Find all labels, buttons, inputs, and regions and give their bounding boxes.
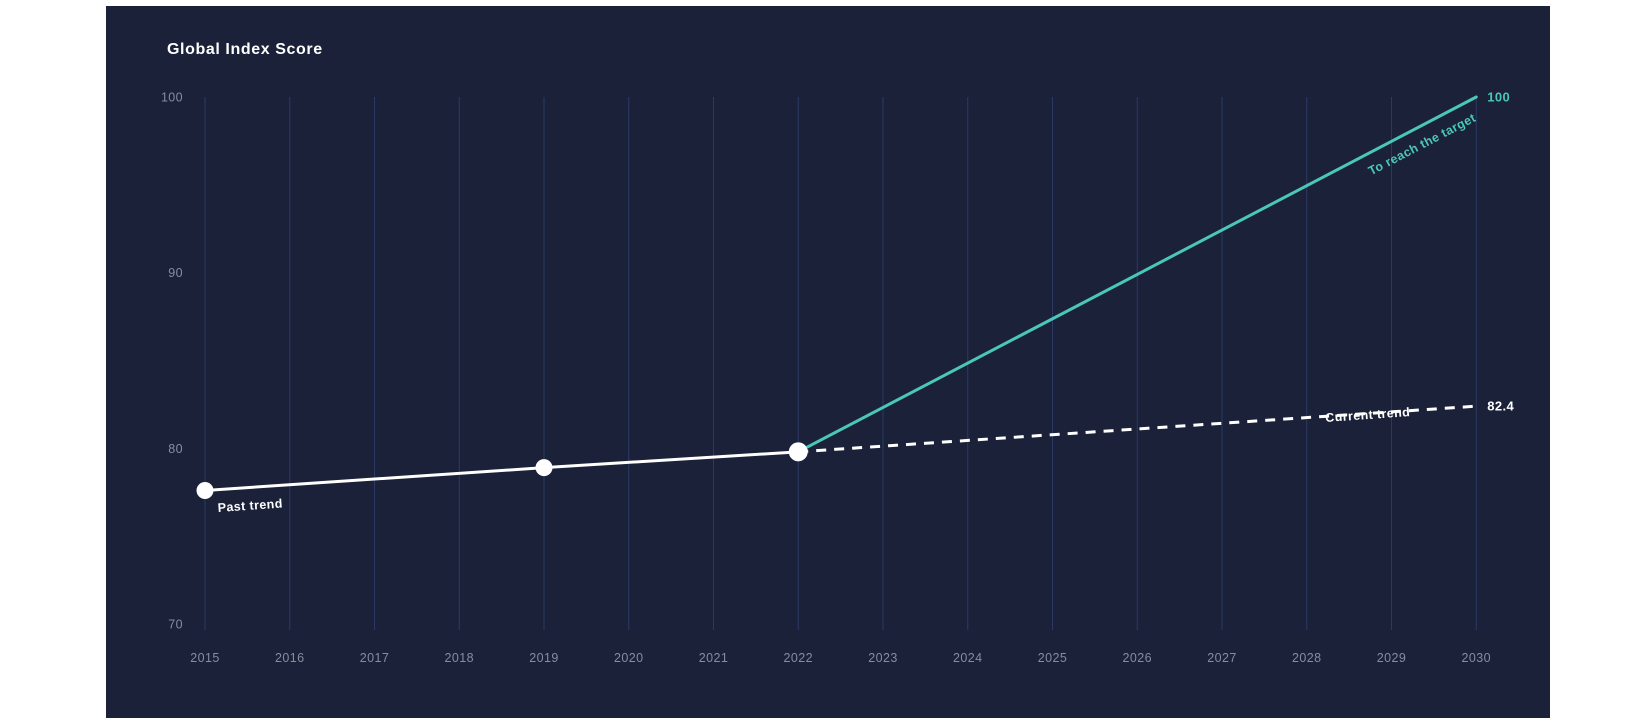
series-label-past-trend: Past trend bbox=[217, 496, 283, 515]
x-tick-label: 2019 bbox=[529, 651, 558, 665]
x-tick-label: 2025 bbox=[1038, 651, 1067, 665]
series-line-current-trend bbox=[798, 404, 1477, 454]
x-tick-label: 2029 bbox=[1377, 651, 1406, 665]
series-line-past-trend bbox=[203, 450, 800, 492]
x-tick-label: 2020 bbox=[614, 651, 643, 665]
x-tick-label: 2027 bbox=[1207, 651, 1236, 665]
chart-title: Global Index Score bbox=[167, 41, 323, 58]
y-tick-label: 70 bbox=[168, 617, 183, 631]
x-tick-label: 2030 bbox=[1462, 651, 1491, 665]
chart-panel: Global Index Score 2015 2016 2017 2018 2019 2… bbox=[106, 6, 1550, 718]
data-point-2019[interactable] bbox=[535, 459, 553, 477]
series-label-current-trend: Current trend bbox=[1325, 405, 1411, 425]
x-tick-label: 2028 bbox=[1292, 651, 1321, 665]
x-tick-label: 2024 bbox=[953, 651, 982, 665]
x-tick-label: 2023 bbox=[868, 651, 897, 665]
y-tick-label: 90 bbox=[168, 266, 183, 280]
x-tick-label: 2018 bbox=[445, 651, 474, 665]
y-tick-label: 80 bbox=[168, 442, 183, 456]
y-tick-label: 100 bbox=[161, 91, 183, 105]
x-tick-label: 2026 bbox=[1123, 651, 1152, 665]
x-tick-label: 2017 bbox=[360, 651, 389, 665]
end-value-label: 100 bbox=[1487, 90, 1510, 105]
chart-svg: 2015 2016 2017 2018 2019 2020 2021 2022 2023 2024… bbox=[161, 90, 1514, 666]
data-point-2022[interactable] bbox=[788, 442, 808, 462]
series-line-to-reach-the-target bbox=[796, 95, 1478, 454]
x-tick-label: 2015 bbox=[190, 651, 219, 665]
data-point-2015[interactable] bbox=[196, 481, 214, 499]
end-value-label: 82.4 bbox=[1487, 399, 1514, 414]
x-tick-label: 2016 bbox=[275, 651, 304, 665]
x-tick-label: 2022 bbox=[784, 651, 813, 665]
x-tick-label: 2021 bbox=[699, 651, 728, 665]
